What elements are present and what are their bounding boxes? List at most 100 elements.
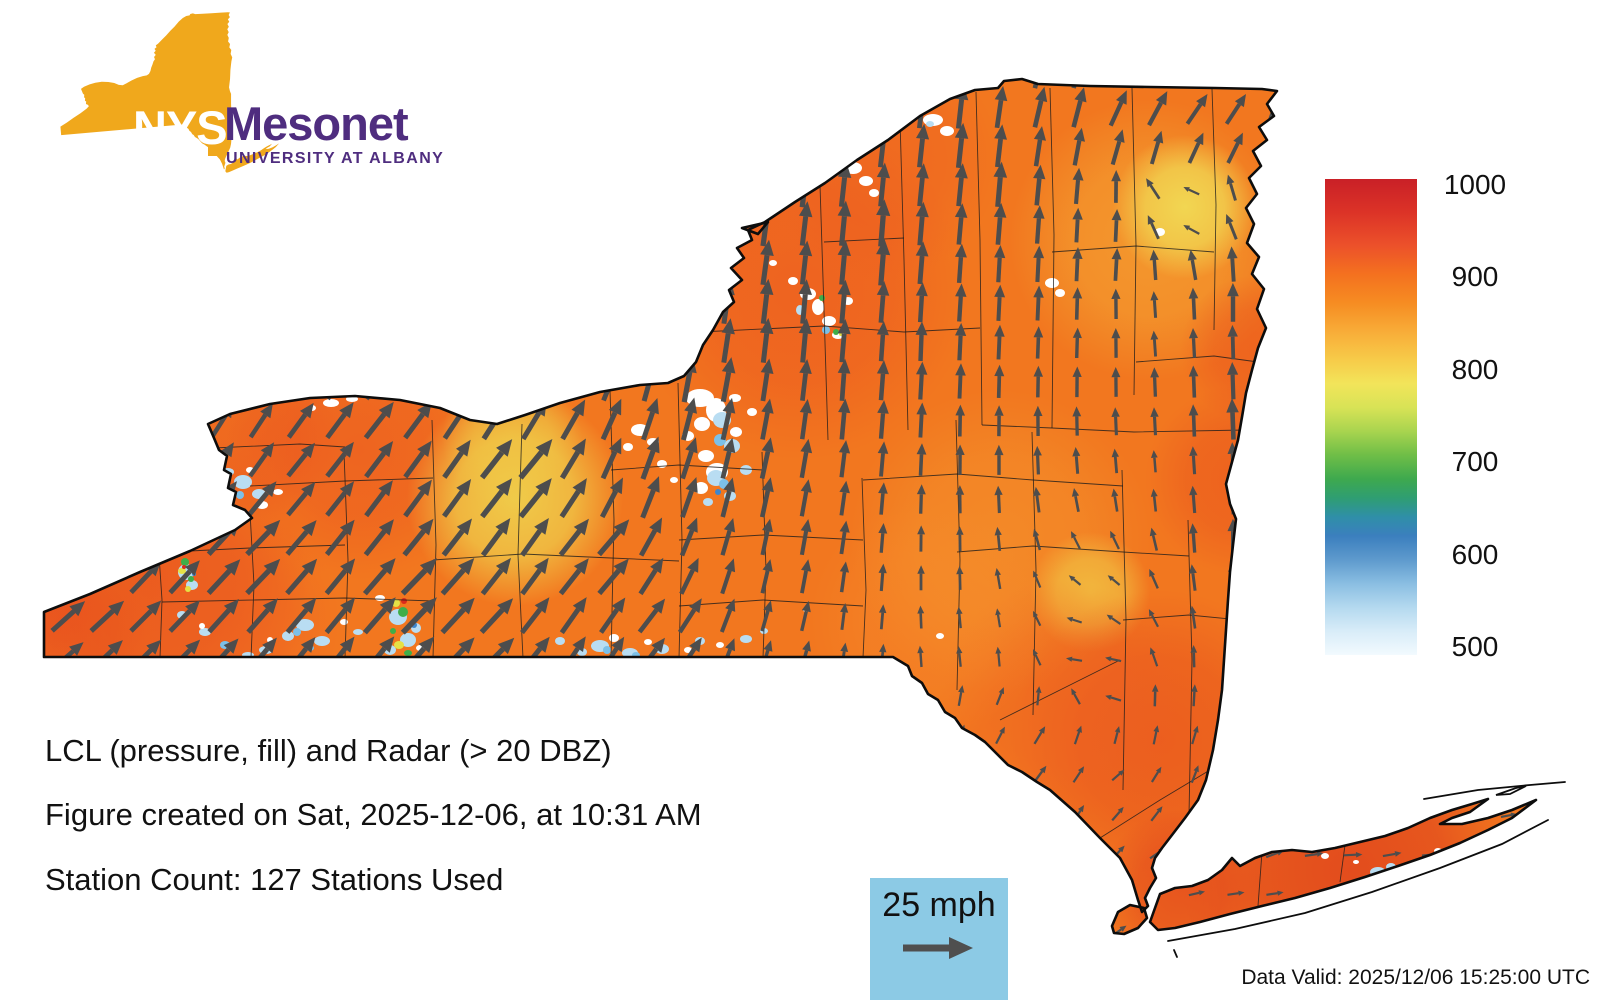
wind-arrow-shaft [720,569,732,595]
radar-echo [340,619,348,625]
wind-arrow-head [801,559,812,572]
wind-arrow-head [647,754,658,769]
wind-arrow-shaft [760,294,770,324]
wind-arrow-shaft [1344,731,1356,745]
radar-echo [199,623,205,629]
wind-arrow-head [608,833,619,847]
wind-arrow-shaft [1111,810,1121,822]
wind-arrow-head [571,714,584,730]
wind-arrow-shaft [1110,617,1122,625]
wind-arrow-shaft [54,257,72,283]
wind-arrow-head [724,717,735,730]
wind-arrow-head [1511,889,1518,895]
wind-arrow-shaft [1464,416,1470,436]
wind-arrow-head [995,48,1007,63]
wind-arrow-shaft [721,99,731,129]
wind-arrow-head [1154,52,1164,66]
wind-arrow-head [259,245,272,262]
wind-arrow-shaft [603,921,615,934]
wind-arrow-shaft [92,920,112,934]
wind-arrow-head [339,481,355,497]
wind-arrow-shaft [640,450,656,480]
wind-arrow-shaft [720,687,732,711]
wind-arrow-shaft [1382,772,1396,782]
wind-arrow-head [573,518,589,536]
wind-arrow-head [880,684,888,693]
wind-arrow-head [994,324,1005,337]
wind-arrow-head [413,205,426,221]
wind-arrow-head [1115,51,1126,65]
wind-arrow-shaft [1191,533,1197,553]
wind-arrow-shaft [800,767,808,787]
wind-arrow-shaft [1150,771,1160,783]
wind-arrow-head [261,676,277,693]
wind-arrow-shaft [368,79,382,89]
wind-arrow-head [877,124,891,140]
wind-arrow-head [1230,644,1238,653]
wind-arrow-head [569,320,582,338]
wind-arrow-head [605,164,619,180]
wind-arrow-head [1230,683,1238,692]
wind-arrow-head [839,480,850,494]
wind-arrow-head [644,280,658,297]
wind-arrow-head [490,204,503,221]
wind-arrow-shaft [603,216,615,246]
wind-arrow-shaft [1034,615,1042,627]
colorbar-tick-700: 700 [1451,446,1499,477]
wind-arrow-head [495,518,511,535]
wind-arrow-head [496,478,512,496]
figure-title: LCL (pressure, fill) and Radar (> 20 DBZ… [45,733,612,768]
wind-arrow-shaft [603,255,615,285]
wind-arrow-head [375,205,387,222]
wind-arrow-shaft [1230,258,1236,282]
wind-arrow-head [1110,530,1116,539]
wind-arrow-head [299,363,314,380]
radar-echo [401,598,407,604]
wind-arrow-shaft [1306,730,1316,746]
wind-arrow-head [104,364,118,380]
radar-echo [715,489,721,495]
wind-arrow-head [1033,326,1044,338]
wind-arrow-head [1198,890,1205,896]
wind-arrow-head [959,763,966,772]
wind-arrow-shaft [839,768,847,786]
wind-arrow-shaft [1463,103,1471,125]
wind-arrow-shaft [1074,219,1080,243]
wind-arrow-shaft [1114,416,1118,436]
wind-arrow-shaft [1425,181,1431,203]
wind-arrow-head [1155,766,1162,774]
wind-arrow-shaft [917,138,925,168]
wind-arrow-shaft [286,413,308,439]
wind-arrow-head [1464,485,1473,496]
wind-arrow-shaft [1462,612,1472,630]
wind-arrow-head [644,240,658,257]
radar-echo [185,586,191,592]
wind-arrow-head [721,161,736,178]
wind-arrow-head [1391,727,1400,736]
wind-arrow-shaft [995,176,1003,208]
wind-arrow-head [1265,399,1278,414]
wind-arrow-shaft [287,335,307,361]
wind-arrow-head [837,358,851,374]
wind-arrow-head [182,832,196,848]
radar-echo [769,260,777,266]
wind-arrow-head [609,477,623,495]
wind-arrow-head [184,560,200,576]
wind-arrow-shaft [1152,377,1158,397]
wind-arrow-head [414,910,426,925]
wind-arrow-shaft [1421,732,1435,744]
wind-arrow-head [994,526,1002,536]
colorbar-tick-900: 900 [1451,261,1499,292]
wind-arrow-shaft [1269,258,1275,282]
wind-arrow-head [415,832,428,847]
wind-arrow-head [260,324,274,340]
wind-arrow-shaft [1190,259,1198,281]
wind-arrow-shaft [799,451,809,479]
wind-arrow-shaft [839,690,847,708]
wind-arrow-head [1119,886,1127,893]
wind-arrow-head [1309,684,1317,693]
wind-arrow-head [1111,488,1119,497]
wind-arrow-head [1349,684,1357,694]
wind-arrow-head [183,481,198,497]
wind-arrow-head [1111,248,1122,260]
